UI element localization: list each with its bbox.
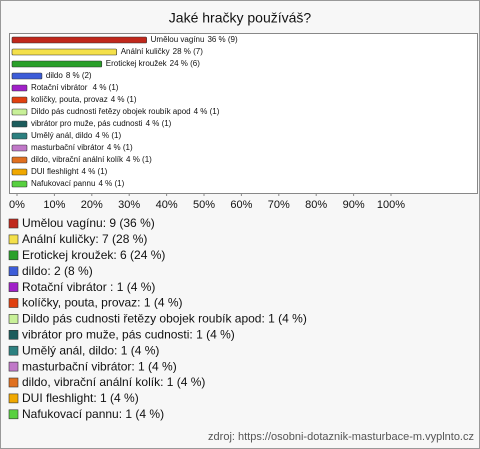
bar-label: kolíčky, pouta, provaz 4 % (1) [31, 95, 137, 104]
x-tick-label: 30% [118, 199, 140, 211]
bar-label-value: 36 % (9) [207, 35, 238, 44]
bar [11, 120, 28, 128]
bar [11, 156, 28, 164]
bar [11, 96, 28, 104]
bar-label: dildo 8 % (2) [46, 71, 92, 80]
bar-label-category: Erotickej kroužek [106, 59, 168, 68]
bar [11, 108, 28, 116]
chart-title: Jaké hračky používáš? [169, 10, 312, 26]
bar-label-category: vibrátor pro muže, pás cudnosti [31, 119, 143, 128]
bar [11, 72, 43, 80]
legend-label: Dildo pás cudnosti řetězy obojek roubík … [22, 312, 307, 326]
legend-swatch [8, 361, 19, 372]
bar-label: Umělou vagínu 36 % (9) [151, 35, 238, 44]
x-tick-label: 90% [343, 199, 365, 211]
bar [11, 84, 28, 92]
x-tick-label: 100% [377, 199, 405, 211]
bar-label: dildo, vibrační anální kolík 4 % (1) [31, 155, 152, 164]
bar [11, 180, 28, 188]
legend-swatch [8, 377, 19, 388]
bar-label-category: Rotační vibrátor [31, 83, 90, 92]
legend-swatch [8, 266, 19, 277]
legend-label: Umělý anál, dildo: 1 (4 %) [22, 343, 159, 357]
x-tick-label: 60% [230, 199, 252, 211]
bar-label: Umělý anál, dildo 4 % (1) [31, 131, 121, 140]
legend-swatch [8, 218, 19, 229]
legend-label: Umělou vagínu: 9 (36 %) [22, 216, 155, 230]
bar-label: Rotační vibrátor 4 % (1) [31, 83, 119, 92]
bar-label: masturbační vibrátor 4 % (1) [31, 143, 133, 152]
bar [11, 48, 118, 56]
legend-label: kolíčky, pouta, provaz: 1 (4 %) [22, 296, 183, 310]
bar-label-category: masturbační vibrátor [31, 143, 104, 152]
x-tick-label: 50% [193, 199, 215, 211]
plot-area [9, 33, 478, 194]
legend-label: vibrátor pro muže, pás cudnosti: 1 (4 %) [22, 327, 235, 341]
bar-label: Nafukovací pannu 4 % (1) [31, 179, 125, 188]
bar-label-value: 28 % (7) [173, 47, 204, 56]
bar-label-value: 4 % (1) [107, 143, 133, 152]
legend-swatch [8, 250, 19, 261]
legend-label: dildo: 2 (8 %) [22, 264, 93, 278]
legend-label: Anální kuličky: 7 (28 %) [22, 232, 147, 246]
bar-label: vibrátor pro muže, pás cudnosti 4 % (1) [31, 119, 172, 128]
bar-label-category: DUI fleshlight [31, 167, 79, 176]
source: zdroj: https://osobni-dotaznik-masturbac… [208, 431, 474, 443]
legend-swatch [8, 314, 19, 324]
legend-swatch [8, 409, 19, 420]
bar-label-value: 4 % (1) [93, 83, 119, 92]
x-tick-label: 40% [156, 199, 178, 211]
legend-swatch [8, 393, 19, 404]
legend-label: DUI fleshlight: 1 (4 %) [22, 391, 139, 405]
bar-label-value: 4 % (1) [146, 119, 172, 128]
bar-label-category: Umělou vagínu [151, 35, 205, 44]
x-tick-label: 0% [9, 199, 25, 211]
bar-label-value: 4 % (1) [111, 95, 137, 104]
bar [11, 168, 28, 176]
bar [11, 144, 28, 152]
bar-label: Anální kuličky 28 % (7) [121, 47, 203, 56]
bar-label-category: Dildo pás cudnosti řetězy obojek roubík … [31, 107, 191, 116]
legend-label: Erotickej kroužek: 6 (24 %) [22, 248, 165, 262]
bar-label-value: 4 % (1) [82, 167, 108, 176]
legend-swatch [8, 345, 19, 356]
legend-label: dildo, vibrační anální kolík: 1 (4 %) [22, 375, 205, 389]
bar-label-category: dildo [46, 71, 63, 80]
bar-label-value: 8 % (2) [66, 71, 92, 80]
legend-label: Rotační vibrátor : 1 (4 %) [22, 280, 155, 294]
bar-label: DUI fleshlight 4 % (1) [31, 167, 108, 176]
bar [11, 132, 28, 140]
bar [11, 60, 103, 68]
bar-label-value: 4 % (1) [98, 179, 124, 188]
bar-label-category: Anální kuličky [121, 47, 170, 56]
bar-label-value: 4 % (1) [95, 131, 121, 140]
bar-label: Erotickej kroužek 24 % (6) [106, 59, 200, 68]
bar-label-category: Nafukovací pannu [31, 179, 96, 188]
bar-label-category: dildo, vibrační anální kolík [31, 155, 124, 164]
legend-label: masturbační vibrátor: 1 (4 %) [22, 359, 177, 373]
bar-label-value: 4 % (1) [126, 155, 152, 164]
bar-label-value: 4 % (1) [194, 107, 220, 116]
legend-swatch [8, 234, 19, 245]
legend-label: Nafukovací pannu: 1 (4 %) [22, 407, 164, 421]
legend-swatch [8, 329, 19, 340]
bar-label-category: Umělý anál, dildo [31, 131, 93, 140]
legend-swatch [8, 298, 19, 308]
bar-label-value: 24 % (6) [170, 59, 201, 68]
bar-label-category: kolíčky, pouta, provaz [31, 95, 108, 104]
x-tick-label: 70% [268, 199, 290, 211]
bar-label: Dildo pás cudnosti řetězy obojek roubík … [31, 107, 220, 116]
x-tick-label: 10% [43, 199, 65, 211]
x-tick-label: 80% [305, 199, 327, 211]
bar [11, 36, 147, 44]
legend-swatch [8, 282, 19, 292]
x-tick-label: 20% [81, 199, 103, 211]
